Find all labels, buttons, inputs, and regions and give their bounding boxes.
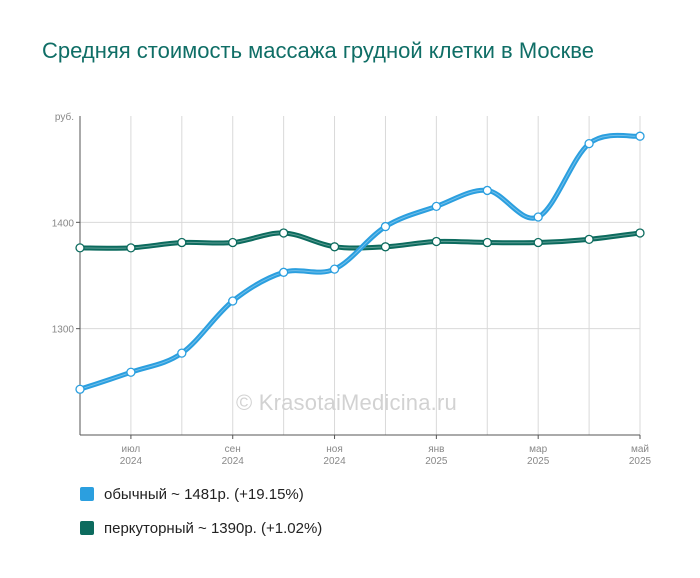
data-point-perkutorny <box>533 237 543 248</box>
legend-swatch <box>80 487 94 501</box>
x-tick-label-month: ноя <box>326 444 343 455</box>
y-tick-label: 1300 <box>52 325 75 336</box>
x-tick-label-month: янв <box>428 444 444 455</box>
x-tick-label-year: 2025 <box>527 456 550 467</box>
y-axis-unit-label: руб. <box>55 111 74 123</box>
axes <box>76 116 641 439</box>
x-tick-label-month: мар <box>529 444 547 455</box>
chart-title: Средняя стоимость массажа грудной клетки… <box>42 38 594 63</box>
data-point-perkutorny <box>126 243 136 253</box>
data-point-obychny <box>75 384 85 394</box>
data-point-obychny <box>329 264 340 274</box>
x-tick-label-year: 2024 <box>120 456 143 467</box>
series-line-highlight <box>79 134 641 390</box>
series-line-obychny <box>77 132 643 392</box>
x-tick-label-month: май <box>631 444 649 455</box>
data-point-obychny <box>431 201 442 212</box>
x-axis-labels: июл2024сен2024ноя2024янв2025мар2025май20… <box>120 444 652 467</box>
data-point-perkutorny <box>431 236 442 247</box>
data-point-obychny <box>482 185 492 196</box>
watermark: © KrasotaiMedicina.ru <box>236 390 457 415</box>
grid <box>80 116 641 435</box>
data-point-perkutorny <box>584 234 594 244</box>
x-tick-label-year: 2024 <box>222 456 245 467</box>
data-point-perkutorny <box>329 242 340 252</box>
legend-item-perkutorny[interactable]: перкуторный ~ 1390р. (+1.02%) <box>80 518 322 538</box>
data-point-obychny <box>584 138 594 149</box>
legend-label: перкуторный ~ 1390р. (+1.02%) <box>104 519 323 537</box>
x-tick-label-year: 2025 <box>629 456 652 467</box>
legend: обычный ~ 1481р. (+19.15%) перкуторный ~… <box>80 484 322 552</box>
data-point-obychny <box>177 348 187 358</box>
legend-swatch <box>80 521 94 535</box>
legend-label: обычный ~ 1481р. (+19.15%) <box>104 485 304 503</box>
data-point-perkutorny <box>635 228 645 238</box>
data-point-obychny <box>126 367 136 377</box>
y-axis-labels: 1300 1400 руб. <box>52 111 75 336</box>
x-tick-label-year: 2025 <box>425 456 448 467</box>
x-tick-label-year: 2024 <box>323 456 346 467</box>
data-point-obychny <box>533 212 543 222</box>
series-points <box>75 131 645 394</box>
data-point-obychny <box>635 131 645 141</box>
x-tick-label-month: сен <box>225 444 241 455</box>
data-point-perkutorny <box>177 237 187 248</box>
legend-item-obychny[interactable]: обычный ~ 1481р. (+19.15%) <box>80 484 322 504</box>
series-lines <box>77 132 643 392</box>
data-point-obychny <box>228 296 238 306</box>
data-point-perkutorny <box>482 237 492 248</box>
data-point-perkutorny <box>278 228 289 238</box>
data-point-obychny <box>380 221 391 232</box>
y-tick-label: 1400 <box>52 218 75 229</box>
data-point-perkutorny <box>75 243 85 253</box>
data-point-obychny <box>278 267 289 277</box>
x-tick-label-month: июл <box>122 444 141 455</box>
data-point-perkutorny <box>228 237 238 248</box>
data-point-perkutorny <box>380 242 391 252</box>
